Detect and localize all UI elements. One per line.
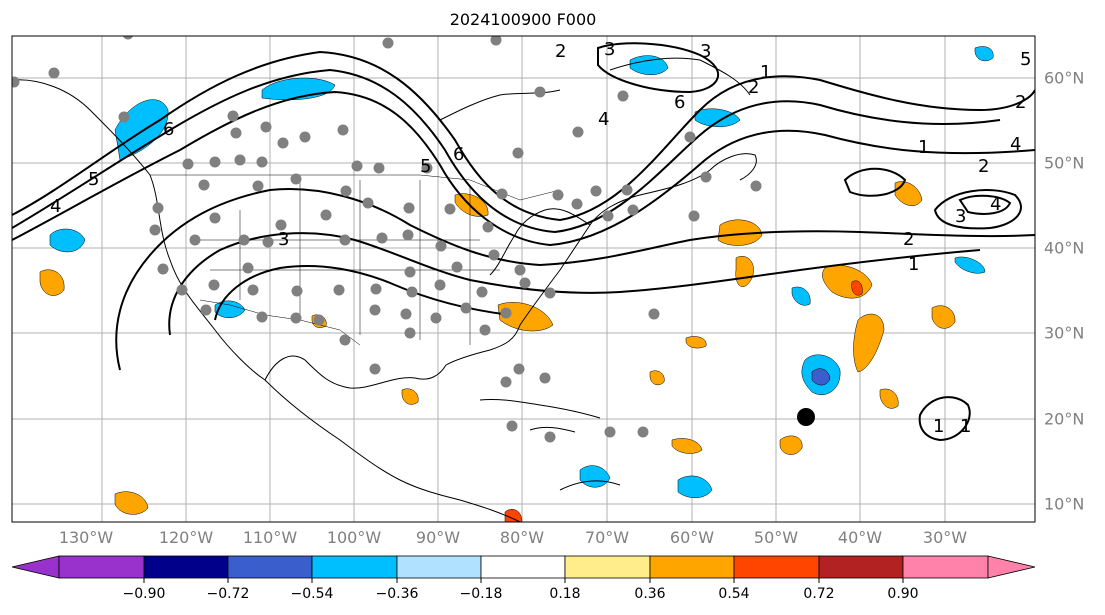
contour-label: 1 (760, 62, 771, 83)
colorbar-extend-max (987, 555, 1036, 579)
lon-label: 50°W (753, 528, 799, 547)
colorbar-segment (564, 555, 651, 579)
lon-label: 120°W (158, 528, 214, 547)
lon-label: 70°W (584, 528, 630, 547)
station-markers (12, 36, 762, 443)
lon-label: 40°W (837, 528, 883, 547)
lat-label: 20°N (1044, 409, 1085, 429)
contour-label: 1 (933, 416, 944, 437)
anomaly-blob (853, 313, 885, 373)
contour-label: 3 (278, 229, 289, 250)
colorbar-segment (311, 555, 398, 579)
anomaly-blob (685, 336, 707, 349)
colorbar-segment (58, 555, 145, 579)
contour-label: 4 (1010, 134, 1021, 155)
lon-label: 100°W (326, 528, 382, 547)
lon-label: 90°W (415, 528, 461, 547)
anomaly-blob (811, 368, 831, 386)
colorbar-extend-min (11, 555, 60, 579)
anomaly-blob (671, 438, 703, 454)
contour-label: 1 (908, 254, 919, 275)
lon-label: 110°W (242, 528, 298, 547)
anomaly-blob (791, 286, 811, 306)
contour-label: 4 (990, 194, 1001, 215)
colorbar-segment (227, 555, 313, 579)
anomaly-blob (851, 280, 863, 296)
anomaly-blob (954, 256, 986, 274)
colorbar-tick-label: 0.54 (718, 586, 750, 602)
anomaly-blob (649, 370, 665, 386)
colorbar-tick-label: 0.36 (634, 586, 666, 602)
contour-label: 6 (163, 119, 174, 140)
contour-label: 6 (453, 144, 464, 165)
colorbar-tick-label: −0.90 (122, 586, 166, 602)
lat-label: 10°N (1044, 494, 1085, 514)
contour-label: 1 (918, 137, 929, 158)
anomaly-blob (114, 491, 149, 515)
lon-label: 30°W (922, 528, 968, 547)
contour-label: 2 (1015, 92, 1026, 113)
lat-label: 30°N (1044, 323, 1085, 343)
colorbar-tick-label: 0.72 (803, 586, 835, 602)
contour-label: 3 (700, 41, 711, 62)
lon-label: 80°W (499, 528, 545, 547)
anomaly-blob (894, 181, 923, 206)
anomaly-blob (931, 305, 956, 329)
colorbar-segment (143, 555, 229, 579)
contour-label: 2 (903, 229, 914, 250)
colorbar-tick-label: 0.90 (887, 586, 919, 602)
contour-label: 2 (748, 77, 759, 98)
lon-label: 60°W (669, 528, 715, 547)
anomaly-blob (39, 269, 65, 296)
height-contours (12, 42, 1035, 442)
anomaly-blob (49, 228, 86, 253)
anomaly-blob (677, 475, 713, 498)
colorbar-segment (480, 555, 566, 579)
colorbar-segment (396, 555, 482, 579)
anomaly-blob (779, 435, 803, 455)
colorbar-tick-label: −0.72 (206, 586, 250, 602)
contour-label: 2 (555, 41, 566, 62)
colorbar-ticks (143, 578, 904, 583)
contour-label: 4 (50, 196, 61, 217)
anomaly-blob (974, 46, 994, 62)
colorbar-tick-label: −0.54 (290, 586, 334, 602)
contour-label: 3 (955, 206, 966, 227)
coastlines (12, 57, 757, 522)
contour-label: 6 (674, 92, 685, 113)
lat-label: 40°N (1044, 238, 1085, 258)
contour-label: 2 (978, 156, 989, 177)
anomaly-blob (694, 108, 741, 127)
map-title: 2024100900 F000 (449, 10, 597, 29)
anomaly-blob (401, 388, 419, 405)
storm-center-marker (797, 408, 815, 426)
lat-label: 50°N (1044, 153, 1085, 173)
anomaly-blob (504, 509, 523, 522)
anomaly-blob (629, 55, 669, 75)
contour-label: 5 (1020, 49, 1031, 70)
contour-label: 3 (604, 39, 615, 60)
lon-label: 130°W (58, 528, 114, 547)
contour-label: 5 (420, 156, 431, 177)
contour-label: 5 (88, 169, 99, 190)
anomaly-blob (214, 300, 246, 318)
contour-label: 4 (598, 109, 609, 130)
colorbar-segment (902, 555, 989, 579)
lat-label: 60°N (1044, 68, 1085, 88)
colorbar-tick-label: −0.36 (375, 586, 419, 602)
colorbar (11, 555, 1036, 579)
colorbar-tick-label: −0.18 (459, 586, 503, 602)
anomaly-blob (717, 219, 763, 246)
contour-labels: 6 5 4 3 2 1 6 5 4 3 2 1 4 3 2 1 3 2 1 6 … (50, 39, 1031, 437)
contour-label: 1 (960, 416, 971, 437)
map-frame (11, 35, 1036, 523)
colorbar-segment (733, 555, 820, 579)
colorbar-tick-label: 0.18 (549, 586, 581, 602)
colorbar-segment (818, 555, 904, 579)
colorbar-segment (649, 555, 735, 579)
anomaly-blob (879, 388, 899, 409)
